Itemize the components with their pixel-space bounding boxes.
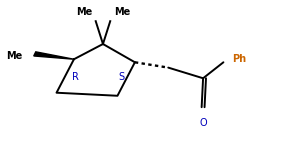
- Polygon shape: [34, 52, 74, 59]
- Text: Me: Me: [6, 51, 23, 61]
- Text: S: S: [119, 73, 125, 82]
- Text: O: O: [199, 118, 207, 128]
- Text: Me: Me: [76, 7, 92, 17]
- Text: Ph: Ph: [232, 54, 246, 64]
- Text: R: R: [72, 73, 79, 82]
- Text: Me: Me: [114, 7, 130, 17]
